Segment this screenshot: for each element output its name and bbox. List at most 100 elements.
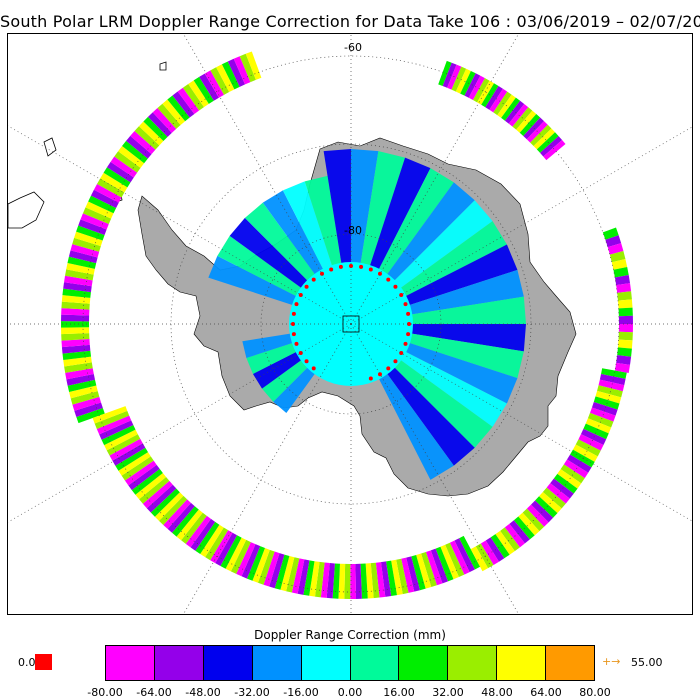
colorbar-cell xyxy=(399,646,449,680)
ocean-swath-stripe xyxy=(66,373,96,386)
ocean-swath-stripe xyxy=(601,368,627,379)
ocean-swath-stripe xyxy=(542,487,566,509)
under-range-marker xyxy=(393,359,398,364)
under-range-marker xyxy=(399,293,404,297)
ocean-swath-stripe xyxy=(176,509,203,541)
ocean-swath-stripe xyxy=(245,51,262,80)
ocean-swath-stripe xyxy=(157,103,181,129)
ocean-swath-stripe xyxy=(128,464,160,491)
ocean-swath-stripe xyxy=(396,558,409,595)
doppler-wedge xyxy=(410,296,526,324)
ocean-swath-stripe xyxy=(94,410,130,430)
doppler-wedge xyxy=(386,366,475,466)
ocean-swath-stripe xyxy=(516,110,537,133)
ocean-swath-stripe xyxy=(263,551,280,587)
ocean-swath-stripe xyxy=(614,275,631,286)
ocean-swath-stripe xyxy=(523,117,544,140)
doppler-wedge xyxy=(393,200,493,289)
ocean-swath-stripe xyxy=(291,558,305,594)
colorbar-cell xyxy=(546,646,595,680)
ocean-swath-stripe xyxy=(143,116,168,142)
ocean-swath-stripe xyxy=(597,385,623,398)
ocean-swath-stripe xyxy=(572,444,598,462)
ocean-swath-stripe xyxy=(386,560,397,597)
ocean-swath-stripe xyxy=(65,269,94,281)
doppler-wedge xyxy=(399,351,507,427)
under-range-marker xyxy=(294,302,299,307)
ocean-swath-stripe xyxy=(447,64,462,90)
ocean-swath-stripe xyxy=(370,562,380,599)
ocean-swath-stripe xyxy=(533,128,556,150)
ocean-swath-stripe xyxy=(578,434,604,451)
doppler-wedge xyxy=(208,255,298,306)
ocean-swath-stripe xyxy=(485,537,505,562)
under-range-marker xyxy=(304,359,309,364)
ocean-swath-stripe xyxy=(110,156,138,178)
ocean-swath-stripe xyxy=(526,504,549,527)
ocean-swath-stripe xyxy=(508,104,529,127)
ocean-swath-stripe xyxy=(61,339,90,348)
under-range-marker xyxy=(359,264,364,269)
ocean-swath-stripe xyxy=(530,124,552,146)
ocean-swath-stripe xyxy=(96,415,132,435)
ocean-swath-stripe xyxy=(177,87,200,114)
ocean-swath-stripe xyxy=(550,478,574,499)
ocean-swath-stripe xyxy=(365,563,374,599)
ocean-swath-stripe xyxy=(425,550,443,586)
colorbar xyxy=(105,645,595,681)
map-title: South Polar LRM Doppler Range Correction… xyxy=(0,12,700,31)
ocean-swath-stripe xyxy=(97,178,125,198)
ocean-swath-stripe xyxy=(587,412,614,428)
ocean-swath-stripe xyxy=(583,423,609,440)
ocean-swath-stripe xyxy=(172,91,195,118)
ocean-swath-stripe xyxy=(595,390,622,404)
doppler-wedge xyxy=(386,182,475,282)
doppler-wedge xyxy=(351,149,379,265)
ocean-swath-stripe xyxy=(518,512,540,536)
ocean-swath-stripe xyxy=(449,540,470,575)
ocean-swath-stripe xyxy=(611,258,628,270)
ocean-swath-stripe xyxy=(167,95,190,122)
ocean-swath-stripe xyxy=(297,559,310,595)
colorbar-tick-label: 48.00 xyxy=(481,686,513,699)
ocean-swath-stripe xyxy=(617,299,633,309)
colorbar-ticks: -80.00 -64.00 -48.00 -32.00 -16.00 0.00 16.00 3… xyxy=(0,686,700,700)
ocean-swath-stripe xyxy=(560,464,585,484)
ocean-swath-stripe xyxy=(543,140,566,161)
colorbar-tick-label: 16.00 xyxy=(383,686,415,699)
ocean-swath-stripe xyxy=(360,563,368,599)
ocean-swath-stripe xyxy=(495,530,515,555)
ocean-swath-stripe xyxy=(225,537,247,572)
ocean-swath-stripe xyxy=(375,562,386,598)
colorbar-tick-label: 32.00 xyxy=(432,686,464,699)
south-america-tip xyxy=(8,191,45,229)
colorbar-cell xyxy=(350,646,400,680)
colorbar-cell xyxy=(154,646,204,680)
ocean-swath-stripe xyxy=(489,88,508,113)
ocean-swath-stripe xyxy=(454,538,475,573)
doppler-wedge xyxy=(252,351,303,389)
doppler-wedge xyxy=(410,324,526,352)
ocean-swath-stripe xyxy=(167,502,195,533)
under-range-swatch xyxy=(35,654,52,670)
ocean-swath-stripe xyxy=(435,546,454,582)
under-range-marker xyxy=(304,284,309,289)
under-range-marker xyxy=(399,351,404,355)
ocean-swath-stripe xyxy=(539,491,562,514)
ocean-swath-stripe xyxy=(493,91,512,116)
doppler-wedge xyxy=(399,221,507,297)
ocean-swath-stripe xyxy=(210,67,230,95)
ocean-swath-stripe xyxy=(61,327,90,335)
ocean-swath-stripe xyxy=(557,469,582,489)
under-range-marker xyxy=(406,332,411,337)
ocean-swath-stripe xyxy=(61,295,91,304)
ocean-swath-stripe xyxy=(252,548,270,583)
under-range-marker xyxy=(368,267,373,272)
ocean-swath-stripe xyxy=(332,563,341,599)
colorbar-cell xyxy=(448,646,498,680)
ocean-swath-stripe xyxy=(286,557,300,593)
ocean-swath-stripe xyxy=(309,561,320,597)
under-range-marker xyxy=(291,311,296,316)
ocean-swath-stripe xyxy=(130,131,156,155)
ocean-swath-stripe xyxy=(497,94,516,118)
